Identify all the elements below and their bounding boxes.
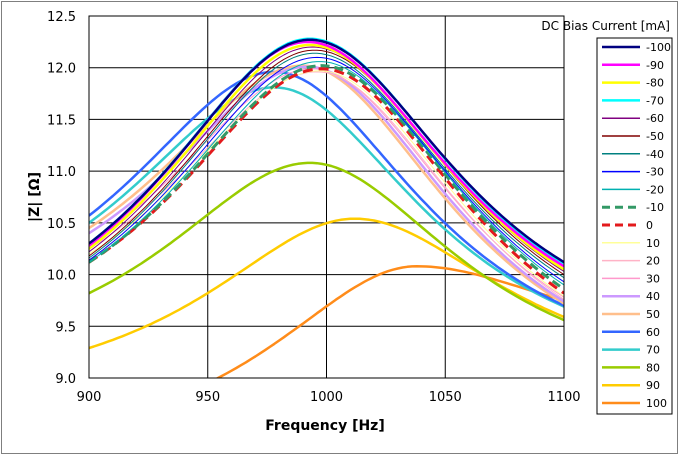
legend-label-80: 80 bbox=[646, 361, 660, 374]
series-layer bbox=[89, 37, 564, 378]
y-tick-label: 10.0 bbox=[47, 269, 76, 284]
legend-label--40: -40 bbox=[646, 148, 664, 161]
x-tick-label: 1000 bbox=[310, 390, 343, 405]
y-tick-label: 12.0 bbox=[47, 62, 76, 77]
x-tick-label: 1100 bbox=[547, 390, 580, 405]
x-tick-label: 900 bbox=[77, 390, 102, 405]
legend-label--100: -100 bbox=[646, 41, 671, 54]
legend-label--70: -70 bbox=[646, 94, 664, 107]
y-tick-label: 11.5 bbox=[47, 113, 76, 128]
y-tick-label: 10.5 bbox=[47, 217, 76, 232]
series-line-80 bbox=[89, 161, 564, 322]
legend-label--50: -50 bbox=[646, 130, 664, 143]
legend-label--30: -30 bbox=[646, 166, 664, 179]
series-line--100 bbox=[89, 38, 564, 264]
y-tick-label: 9.5 bbox=[55, 320, 76, 335]
y-axis-title: |Z| [Ω] bbox=[27, 172, 43, 222]
legend-label-70: 70 bbox=[646, 344, 660, 357]
series-line--80 bbox=[89, 43, 564, 271]
legend-label--80: -80 bbox=[646, 77, 664, 90]
legend-label-0: 0 bbox=[646, 219, 653, 232]
x-axis-title: Frequency [Hz] bbox=[265, 418, 384, 434]
series-line-70 bbox=[89, 86, 564, 308]
legend-label-100: 100 bbox=[646, 397, 667, 410]
y-tick-label: 11.0 bbox=[47, 165, 76, 180]
legend-label--10: -10 bbox=[646, 201, 664, 214]
x-tick-label: 1050 bbox=[429, 390, 462, 405]
series-line-20 bbox=[89, 71, 564, 300]
series-line--10 bbox=[89, 64, 564, 291]
legend-label-40: 40 bbox=[646, 290, 660, 303]
legend-label--20: -20 bbox=[646, 183, 664, 196]
legend-label-30: 30 bbox=[646, 272, 660, 285]
legend-label-60: 60 bbox=[646, 326, 660, 339]
series-line-10 bbox=[89, 70, 564, 297]
plot-border bbox=[88, 15, 565, 379]
series-line--50 bbox=[89, 49, 564, 276]
y-tick-label: 9.0 bbox=[55, 372, 76, 387]
series-line--20 bbox=[89, 61, 564, 286]
legend-label--60: -60 bbox=[646, 112, 664, 125]
legend-title: DC Bias Current [mA] bbox=[541, 19, 670, 33]
x-tick-labels: 900 950 1000 1050 1100 bbox=[77, 390, 581, 405]
legend-label-10: 10 bbox=[646, 237, 660, 250]
series-line-60 bbox=[89, 70, 564, 307]
y-tick-label: 12.5 bbox=[47, 10, 76, 25]
legend-label--90: -90 bbox=[646, 59, 664, 72]
x-tick-label: 950 bbox=[195, 390, 220, 405]
y-tick-labels: 9.0 9.5 10.0 10.5 11.0 11.5 12.0 12.5 bbox=[47, 10, 76, 387]
legend-label-50: 50 bbox=[646, 308, 660, 321]
legend-label-20: 20 bbox=[646, 255, 660, 268]
legend: -100-90-80-70-60-50-40-30-20-10010203040… bbox=[602, 41, 671, 410]
legend-label-90: 90 bbox=[646, 379, 660, 392]
series-line--40 bbox=[89, 52, 564, 279]
series-line--30 bbox=[89, 56, 564, 283]
